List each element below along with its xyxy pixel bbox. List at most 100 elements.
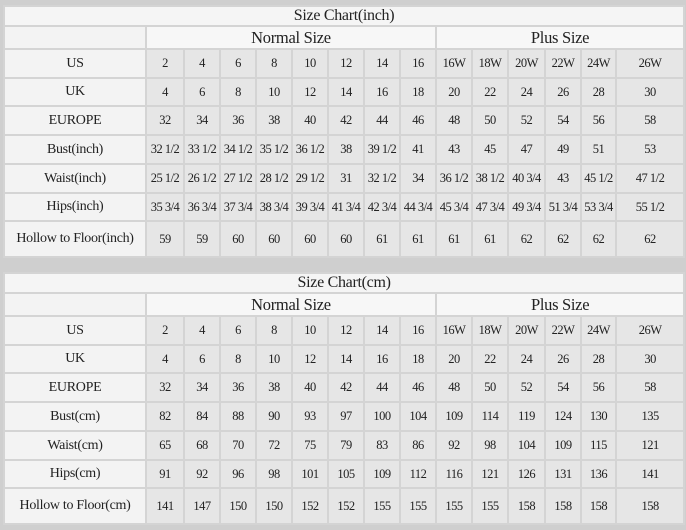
row-label: UK <box>3 344 147 374</box>
size-value-cell: 101 <box>291 459 329 489</box>
size-value-cell: 42 <box>327 372 365 403</box>
size-value-cell: 26W <box>614 48 686 79</box>
size-value-cell: 59 <box>145 220 185 258</box>
size-value-cell: 6 <box>183 344 221 374</box>
size-value-cell: 116 <box>435 459 473 489</box>
size-value-cell: 35 3/4 <box>145 192 185 222</box>
size-value-cell: 12 <box>291 344 329 374</box>
size-value-cell: 152 <box>327 487 365 525</box>
size-value-cell: 93 <box>291 401 329 432</box>
size-value-cell: 65 <box>145 430 185 461</box>
size-value-cell: 131 <box>544 459 582 489</box>
size-value-cell: 32 <box>145 372 185 403</box>
size-value-cell: 52 <box>507 105 546 136</box>
size-value-cell: 39 1/2 <box>363 134 401 165</box>
size-value-cell: 44 <box>363 372 401 403</box>
size-value-cell: 4 <box>145 77 185 107</box>
row-label: Hips(inch) <box>3 192 147 222</box>
size-value-cell: 26 <box>544 77 582 107</box>
size-value-cell: 46 <box>399 105 437 136</box>
size-value-cell: 68 <box>183 430 221 461</box>
table-row: Hips(cm) 91 92 96 98 101 105 109 112 116 121 126 131… <box>3 459 686 489</box>
size-value-cell: 52 <box>507 372 546 403</box>
row-label: EUROPE <box>3 105 147 136</box>
size-value-cell: 38 1/2 <box>471 163 509 194</box>
size-value-cell: 24W <box>580 48 617 79</box>
size-value-cell: 8 <box>255 48 293 79</box>
size-value-cell: 28 <box>580 77 617 107</box>
size-value-cell: 30 <box>614 344 686 374</box>
normal-size-header: Normal Size <box>145 292 437 317</box>
size-value-cell: 41 3/4 <box>327 192 365 222</box>
size-value-cell: 20 <box>435 77 473 107</box>
size-value-cell: 12 <box>291 77 329 107</box>
size-value-cell: 41 <box>399 134 437 165</box>
size-value-cell: 22W <box>544 315 582 346</box>
row-label: EUROPE <box>3 372 147 403</box>
size-value-cell: 6 <box>219 48 257 79</box>
size-value-cell: 56 <box>580 372 617 403</box>
size-value-cell: 24 <box>507 77 546 107</box>
size-value-cell: 104 <box>507 430 546 461</box>
size-value-cell: 155 <box>471 487 509 525</box>
corner-cell <box>3 292 147 317</box>
size-value-cell: 90 <box>255 401 293 432</box>
size-chart-inch: Size Chart(inch) Normal Size Plus Size US 2 4… <box>2 5 686 258</box>
normal-size-header: Normal Size <box>145 25 437 50</box>
size-value-cell: 12 <box>327 48 365 79</box>
size-value-cell: 51 <box>580 134 617 165</box>
size-value-cell: 56 <box>580 105 617 136</box>
size-value-cell: 45 <box>471 134 509 165</box>
size-value-cell: 16 <box>363 77 401 107</box>
size-value-cell: 44 <box>363 105 401 136</box>
size-value-cell: 36 <box>219 105 257 136</box>
corner-cell <box>3 25 147 50</box>
size-value-cell: 136 <box>580 459 617 489</box>
size-value-cell: 155 <box>435 487 473 525</box>
size-value-cell: 34 <box>183 105 221 136</box>
row-label: Bust(inch) <box>3 134 147 165</box>
size-value-cell: 92 <box>183 459 221 489</box>
table-row: Hollow to Floor(cm) 141 147 150 150 152 152 155… <box>3 487 686 525</box>
size-value-cell: 130 <box>580 401 617 432</box>
size-value-cell: 35 1/2 <box>255 134 293 165</box>
size-value-cell: 32 1/2 <box>363 163 401 194</box>
size-value-cell: 98 <box>255 459 293 489</box>
size-value-cell: 2 <box>145 48 185 79</box>
size-value-cell: 59 <box>183 220 221 258</box>
size-value-cell: 126 <box>507 459 546 489</box>
table-row: EUROPE 32 34 36 38 40 42 44 46 48 50 52 54 56 58 <box>3 372 686 403</box>
size-value-cell: 82 <box>145 401 185 432</box>
size-value-cell: 105 <box>327 459 365 489</box>
size-value-cell: 22 <box>471 344 509 374</box>
size-value-cell: 124 <box>544 401 582 432</box>
chart-title: Size Chart(inch) <box>2 5 686 27</box>
size-value-cell: 42 3/4 <box>363 192 401 222</box>
size-value-cell: 60 <box>291 220 329 258</box>
size-value-cell: 16 <box>399 48 437 79</box>
size-value-cell: 20W <box>507 48 546 79</box>
size-value-cell: 141 <box>145 487 185 525</box>
size-value-cell: 4 <box>145 344 185 374</box>
size-value-cell: 16W <box>435 315 473 346</box>
size-value-cell: 61 <box>471 220 509 258</box>
size-value-cell: 18 <box>399 344 437 374</box>
size-value-cell: 61 <box>399 220 437 258</box>
row-label: Bust(cm) <box>3 401 147 432</box>
size-value-cell: 20W <box>507 315 546 346</box>
size-value-cell: 60 <box>219 220 257 258</box>
size-value-cell: 8 <box>219 77 257 107</box>
size-value-cell: 62 <box>580 220 617 258</box>
size-value-cell: 38 <box>327 134 365 165</box>
size-value-cell: 22W <box>544 48 582 79</box>
size-value-cell: 33 1/2 <box>183 134 221 165</box>
table-row: EUROPE 32 34 36 38 40 42 44 46 48 50 52 54 56 58 <box>3 105 686 136</box>
size-value-cell: 45 1/2 <box>580 163 617 194</box>
size-value-cell: 141 <box>614 459 686 489</box>
size-value-cell: 40 <box>291 372 329 403</box>
row-label: Waist(inch) <box>3 163 147 194</box>
size-value-cell: 6 <box>219 315 257 346</box>
size-value-cell: 8 <box>255 315 293 346</box>
size-value-cell: 44 3/4 <box>399 192 437 222</box>
size-value-cell: 36 3/4 <box>183 192 221 222</box>
